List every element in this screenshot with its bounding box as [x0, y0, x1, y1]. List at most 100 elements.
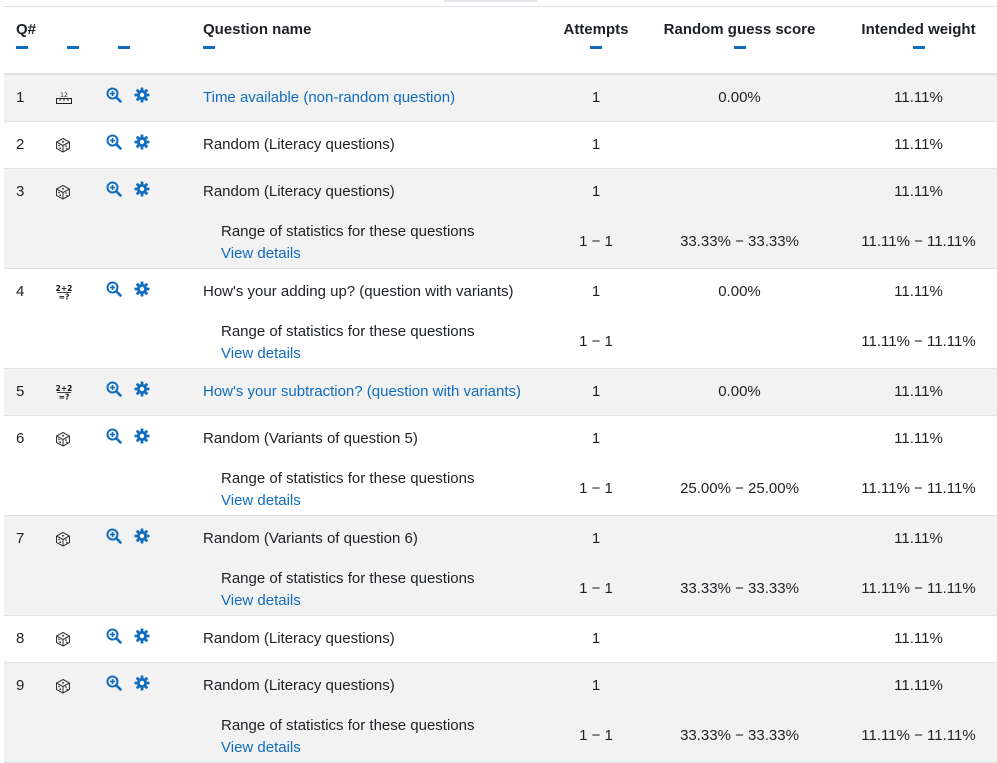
zoom-in-icon[interactable]: [106, 675, 122, 691]
col-header-question-name[interactable]: Question name: [191, 7, 553, 75]
empty-cell: [55, 215, 106, 269]
sort-indicator-icon[interactable]: [16, 46, 28, 49]
view-details-link[interactable]: View details: [221, 245, 301, 262]
random-guess-value: [639, 415, 840, 462]
question-number: 1: [4, 74, 55, 122]
intended-weight-range: 11.11% − 11.11%: [840, 462, 997, 516]
question-name-cell: Random (Literacy questions): [191, 615, 553, 663]
random-guess-value: 0.00%: [639, 368, 840, 416]
question-actions: [106, 381, 150, 397]
zoom-in-icon[interactable]: [106, 281, 122, 297]
empty-cell: [106, 462, 191, 516]
gear-icon[interactable]: [134, 381, 150, 397]
intended-weight-range: 11.11% − 11.11%: [840, 315, 997, 369]
question-actions-cell: [106, 368, 191, 416]
question-actions: [106, 87, 150, 103]
question-actions: [106, 528, 150, 544]
sort-indicator-icon[interactable]: [203, 46, 215, 49]
zoom-in-icon[interactable]: [106, 528, 122, 544]
sort-indicator-icon[interactable]: [590, 46, 602, 49]
quiz-structure-table: Q# Question name Attempts Random guess s…: [4, 7, 997, 763]
question-actions: [106, 428, 150, 444]
attempts-value: 1: [553, 121, 639, 169]
gear-icon[interactable]: [134, 281, 150, 297]
range-statistics-cell: Range of statistics for these questions V…: [191, 562, 553, 616]
intended-weight-value: 11.11%: [840, 121, 997, 169]
gear-icon[interactable]: [134, 628, 150, 644]
question-actions-cell: [106, 168, 191, 215]
empty-cell: [55, 315, 106, 369]
dice-icon: [55, 431, 71, 447]
gear-icon[interactable]: [134, 428, 150, 444]
question-name-cell: Random (Literacy questions): [191, 662, 553, 709]
col-header-actions[interactable]: [106, 7, 191, 75]
question-name-cell: How's your adding up? (question with var…: [191, 268, 553, 315]
range-statistics-cell: Range of statistics for these questions V…: [191, 215, 553, 269]
question-type-cell: [55, 415, 106, 462]
random-guess-value: [639, 515, 840, 562]
question-number: 9: [4, 662, 55, 709]
sort-indicator-icon[interactable]: [912, 46, 925, 49]
range-statistics-cell: Range of statistics for these questions V…: [191, 709, 553, 763]
col-header-intended-weight[interactable]: Intended weight: [840, 7, 997, 75]
view-details-link[interactable]: View details: [221, 492, 301, 509]
empty-cell: [106, 562, 191, 616]
table-body: 1 12 Time available (non-random question) 1…: [4, 74, 997, 763]
view-details-link[interactable]: View details: [221, 739, 301, 756]
gear-icon[interactable]: [134, 675, 150, 691]
intended-weight-value: 11.11%: [840, 415, 997, 462]
sort-indicator-icon[interactable]: [733, 46, 746, 49]
question-actions-cell: [106, 74, 191, 122]
question-name: Random (Variants of question 6): [203, 530, 418, 547]
zoom-in-icon[interactable]: [106, 134, 122, 150]
col-header-qnum[interactable]: Q#: [4, 7, 55, 75]
empty-cell: [55, 562, 106, 616]
table-row: 1 12 Time available (non-random question) 1…: [4, 74, 997, 122]
question-name-link[interactable]: Time available (non-random question): [203, 89, 456, 106]
attempts-range: 1 − 1: [553, 562, 639, 616]
svg-text:=?: =?: [59, 393, 70, 401]
range-statistics-row: Range of statistics for these questions V…: [4, 462, 997, 516]
table-row: 9 Random (Literacy questions) 1 11.11%: [4, 662, 997, 709]
dice-icon: [55, 531, 71, 547]
gear-icon[interactable]: [134, 528, 150, 544]
empty-cell: [4, 215, 55, 269]
question-actions: [106, 181, 150, 197]
attempts-value: 1: [553, 268, 639, 315]
view-details-link[interactable]: View details: [221, 345, 301, 362]
table-row: 6 Random (Variants of question 5) 1 11.11%: [4, 415, 997, 462]
gear-icon[interactable]: [134, 181, 150, 197]
intended-weight-range: 11.11% − 11.11%: [840, 215, 997, 269]
sort-indicator-icon[interactable]: [67, 46, 79, 49]
range-statistics-label: Range of statistics for these questions: [221, 323, 475, 340]
ruler-icon: 12: [55, 91, 73, 105]
col-header-random-guess[interactable]: Random guess score: [639, 7, 840, 75]
zoom-in-icon[interactable]: [106, 87, 122, 103]
svg-text:12: 12: [60, 92, 68, 99]
question-actions-cell: [106, 268, 191, 315]
attempts-value: 1: [553, 368, 639, 416]
question-name: Random (Literacy questions): [203, 630, 395, 647]
sort-indicator-icon[interactable]: [118, 46, 130, 49]
zoom-in-icon[interactable]: [106, 628, 122, 644]
zoom-in-icon[interactable]: [106, 381, 122, 397]
col-header-intended-weight-label: Intended weight: [861, 21, 976, 38]
question-name-cell: Random (Variants of question 6): [191, 515, 553, 562]
view-details-link[interactable]: View details: [221, 592, 301, 609]
gear-icon[interactable]: [134, 134, 150, 150]
empty-cell: [4, 315, 55, 369]
question-name-link[interactable]: How's your subtraction? (question with v…: [203, 383, 522, 400]
col-header-attempts[interactable]: Attempts: [553, 7, 639, 75]
gear-icon[interactable]: [134, 87, 150, 103]
zoom-in-icon[interactable]: [106, 181, 122, 197]
question-type-cell: [55, 515, 106, 562]
question-number: 2: [4, 121, 55, 169]
range-statistics-label: Range of statistics for these questions: [221, 223, 475, 240]
question-actions: [106, 134, 150, 150]
question-actions-cell: [106, 121, 191, 169]
attempts-range: 1 − 1: [553, 462, 639, 516]
random-guess-value: 0.00%: [639, 268, 840, 315]
col-header-type[interactable]: [55, 7, 106, 75]
attempts-value: 1: [553, 415, 639, 462]
zoom-in-icon[interactable]: [106, 428, 122, 444]
